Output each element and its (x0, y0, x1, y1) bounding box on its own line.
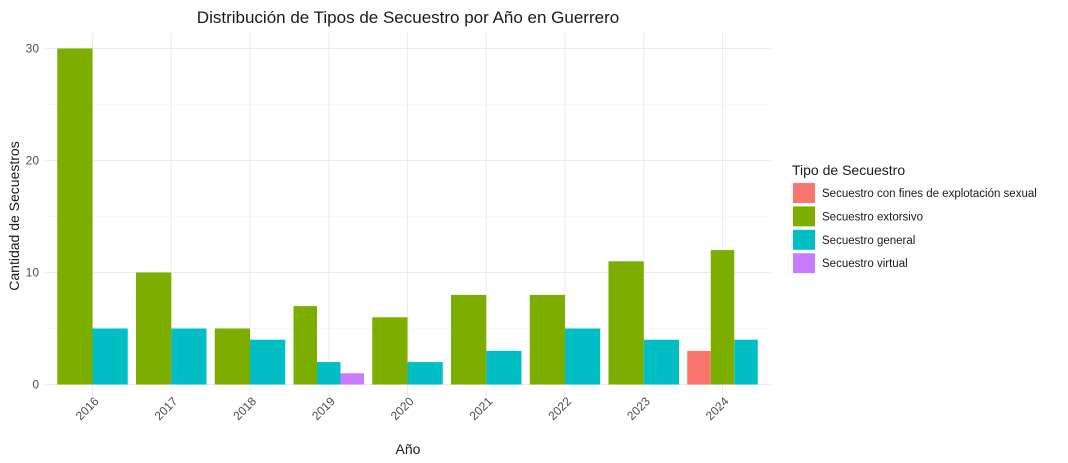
legend-label: Secuestro extorsivo (822, 211, 923, 223)
bar-2024-secuestro-con-fines-de-explotaci-n-sexual (687, 350, 711, 385)
legend-swatch (793, 206, 815, 227)
legend-swatch (793, 183, 815, 203)
legend-label: Secuestro general (822, 235, 915, 247)
bar-2019-secuestro-extorsivo (293, 306, 317, 385)
bar-2023-secuestro-extorsivo (608, 261, 644, 385)
bar-2019-secuestro-general (317, 362, 341, 385)
x-tick-label: 2021 (467, 394, 496, 423)
bar-2023-secuestro-general (643, 339, 679, 385)
legend-swatch (793, 253, 815, 274)
x-tick-label: 2022 (545, 394, 574, 423)
bar-2022-secuestro-extorsivo (529, 294, 565, 385)
bar-2019-secuestro-virtual (340, 373, 364, 385)
y-tick-label: 20 (26, 154, 40, 168)
y-tick-label: 30 (26, 42, 40, 56)
bar-2024-secuestro-general (734, 339, 758, 385)
bar-2016-secuestro-general (92, 328, 128, 385)
bar-2017-secuestro-extorsivo (136, 272, 172, 385)
x-tick-label: 2020 (388, 394, 417, 423)
bar-2021-secuestro-extorsivo (451, 294, 487, 385)
legend-swatch (793, 229, 815, 250)
x-tick-label: 2016 (73, 394, 102, 423)
bar-2018-secuestro-general (250, 339, 286, 385)
x-tick-label: 2019 (309, 394, 338, 423)
plot-bars (57, 48, 758, 385)
legend-title: Tipo de Secuestro (792, 162, 905, 178)
bar-2020-secuestro-extorsivo (372, 317, 408, 385)
legend-label: Secuestro virtual (822, 258, 908, 270)
chart-title: Distribución de Tipos de Secuestro por A… (197, 8, 619, 27)
y-tick-labels: 0 10 20 30 (26, 42, 40, 392)
x-tick-label: 2023 (624, 394, 653, 423)
x-tick-label: 2017 (152, 394, 181, 423)
bar-2018-secuestro-extorsivo (214, 328, 250, 385)
legend: Tipo de Secuestro Secuestro con fines de… (792, 162, 1037, 274)
y-tick-label: 10 (26, 266, 40, 280)
bar-2024-secuestro-extorsivo (710, 250, 735, 385)
bar-2020-secuestro-general (407, 362, 443, 385)
y-axis-title: Cantidad de Secuestros (6, 141, 22, 290)
x-tick-labels: 2016 2017 2018 2019 2020 2021 2022 2023 2024 (73, 394, 732, 423)
bar-2022-secuestro-general (565, 328, 601, 385)
y-tick-label: 0 (32, 378, 39, 392)
x-tick-label: 2018 (230, 394, 259, 423)
bar-2017-secuestro-general (171, 328, 207, 385)
x-axis-title: Año (396, 441, 421, 457)
x-tick-label: 2024 (703, 394, 732, 423)
bar-2021-secuestro-general (486, 350, 522, 385)
legend-label: Secuestro con fines de explotación sexua… (822, 188, 1037, 200)
bar-2016-secuestro-extorsivo (57, 48, 93, 385)
